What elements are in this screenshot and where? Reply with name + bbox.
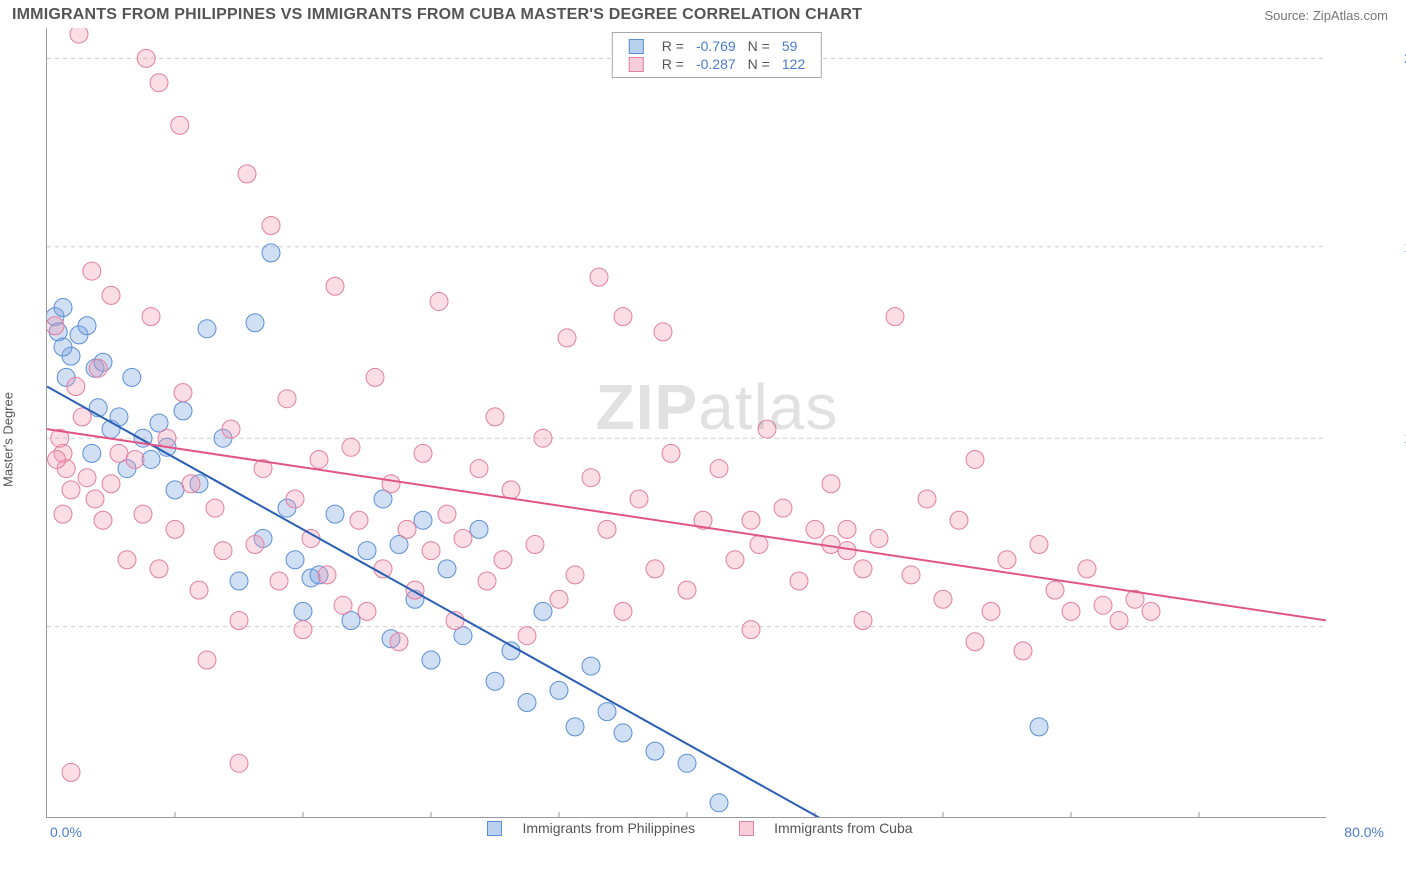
legend-n-label: N = xyxy=(742,55,776,73)
x-axis-max: 80.0% xyxy=(1344,824,1384,840)
y-axis-label: Master's Degree xyxy=(1,392,16,487)
series-0-name: Immigrants from Philippines xyxy=(522,820,695,836)
legend-swatch-blue xyxy=(487,821,502,836)
legend-n-value-1: 122 xyxy=(776,55,811,73)
legend-swatch-blue xyxy=(629,39,644,54)
plot-area: R = -0.769 N = 59 R = -0.287 N = 122 ZIP… xyxy=(46,28,1388,818)
legend-swatch-pink xyxy=(629,57,644,72)
source-label: Source: ZipAtlas.com xyxy=(1264,8,1388,23)
chart-container: Master's Degree R = -0.769 N = 59 R = -0… xyxy=(12,28,1388,836)
x-axis-min: 0.0% xyxy=(50,824,82,840)
legend-r-value-0: -0.769 xyxy=(690,37,742,55)
chart-title: IMMIGRANTS FROM PHILIPPINES VS IMMIGRANT… xyxy=(12,6,862,24)
correlation-legend: R = -0.769 N = 59 R = -0.287 N = 122 xyxy=(612,32,822,78)
legend-r-label: R = xyxy=(656,37,690,55)
series-legend: Immigrants from Philippines Immigrants f… xyxy=(12,820,1388,836)
legend-swatch-pink xyxy=(739,821,754,836)
series-1-name: Immigrants from Cuba xyxy=(774,820,912,836)
scatter-plot xyxy=(46,28,1326,818)
legend-r-label: R = xyxy=(656,55,690,73)
legend-n-label: N = xyxy=(742,37,776,55)
legend-r-value-1: -0.287 xyxy=(690,55,742,73)
legend-n-value-0: 59 xyxy=(776,37,811,55)
